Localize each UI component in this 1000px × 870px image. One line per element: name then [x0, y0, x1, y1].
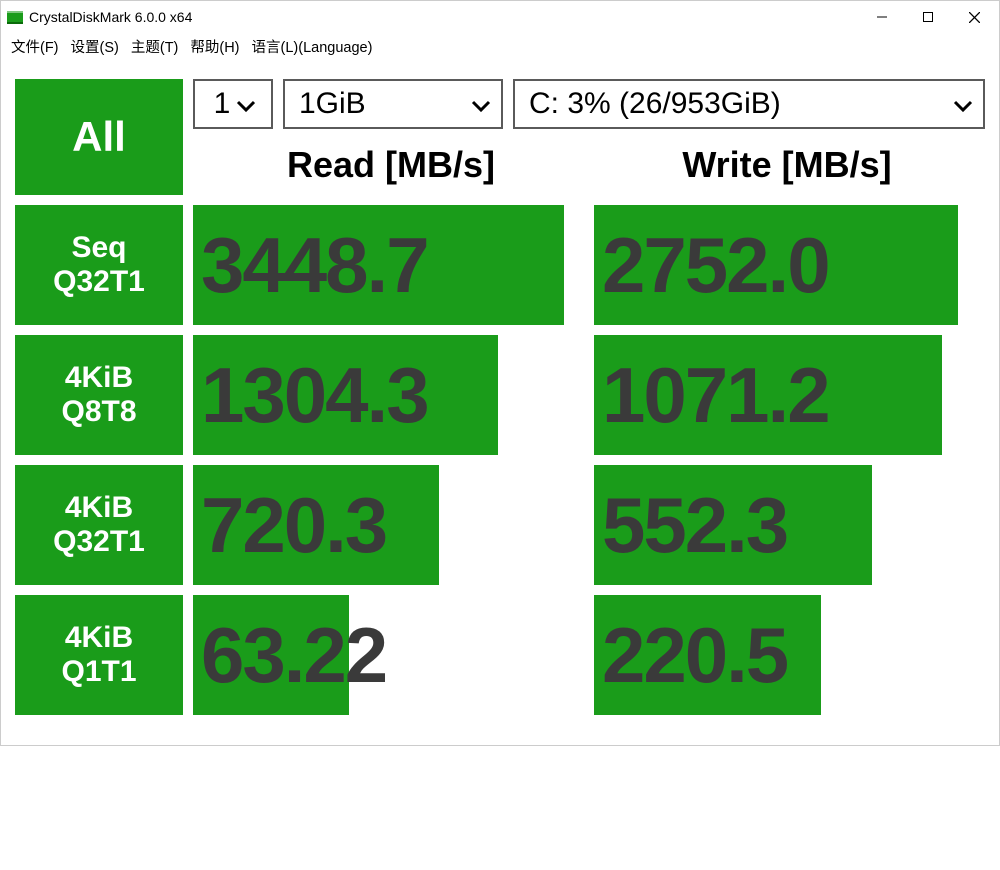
selectors-row: 1 1GiB C: 3% (26/953GiB) — [193, 79, 985, 129]
test-label-line1: 4KiB — [65, 621, 133, 656]
write-value: 220.5 — [594, 595, 985, 715]
size-value: 1GiB — [299, 87, 366, 121]
result-row: 4KiBQ1T163.22220.5 — [15, 595, 985, 715]
chevron-down-icon — [953, 87, 973, 121]
read-value: 1304.3 — [193, 335, 584, 455]
test-label-line2: Q32T1 — [53, 265, 145, 300]
write-value: 552.3 — [594, 465, 985, 585]
result-row: 4KiBQ32T1720.3552.3 — [15, 465, 985, 585]
all-button[interactable]: All — [15, 79, 183, 195]
content-area: All 1 1GiB — [1, 63, 999, 745]
app-icon — [7, 9, 23, 25]
test-button[interactable]: 4KiBQ1T1 — [15, 595, 183, 715]
close-button[interactable] — [951, 1, 997, 33]
results-rows: SeqQ32T13448.72752.04KiBQ8T81304.31071.2… — [15, 205, 985, 715]
menu-settings[interactable]: 设置(S) — [71, 36, 119, 57]
test-label-line2: Q8T8 — [61, 395, 136, 430]
column-headers: Read [MB/s] Write [MB/s] — [193, 129, 985, 195]
menu-help[interactable]: 帮助(H) — [190, 36, 239, 57]
test-button[interactable]: 4KiBQ32T1 — [15, 465, 183, 585]
chevron-down-icon — [471, 87, 491, 121]
top-row: All 1 1GiB — [15, 79, 985, 195]
test-label-line1: 4KiB — [65, 491, 133, 526]
write-value: 2752.0 — [594, 205, 985, 325]
menu-theme[interactable]: 主题(T) — [131, 36, 179, 57]
read-value: 3448.7 — [193, 205, 584, 325]
selectors-headers: 1 1GiB C: 3% (26/953GiB) — [193, 79, 985, 195]
read-cell: 3448.7 — [193, 205, 584, 325]
write-cell: 1071.2 — [594, 335, 985, 455]
app-window: CrystalDiskMark 6.0.0 x64 文件(F) 设置(S) 主题… — [0, 0, 1000, 746]
result-row: 4KiBQ8T81304.31071.2 — [15, 335, 985, 455]
window-controls — [859, 1, 997, 33]
menu-file[interactable]: 文件(F) — [11, 36, 59, 57]
window-title: CrystalDiskMark 6.0.0 x64 — [29, 9, 859, 25]
runs-select[interactable]: 1 — [193, 79, 273, 129]
size-select[interactable]: 1GiB — [283, 79, 503, 129]
test-label-line1: Seq — [71, 231, 126, 266]
write-cell: 2752.0 — [594, 205, 985, 325]
drive-select[interactable]: C: 3% (26/953GiB) — [513, 79, 985, 129]
test-button[interactable]: 4KiBQ8T8 — [15, 335, 183, 455]
minimize-button[interactable] — [859, 1, 905, 33]
test-label-line1: 4KiB — [65, 361, 133, 396]
drive-value: C: 3% (26/953GiB) — [529, 87, 781, 121]
write-value: 1071.2 — [594, 335, 985, 455]
read-cell: 63.22 — [193, 595, 584, 715]
titlebar[interactable]: CrystalDiskMark 6.0.0 x64 — [1, 1, 999, 33]
test-label-line2: Q1T1 — [61, 655, 136, 690]
test-label-line2: Q32T1 — [53, 525, 145, 560]
read-cell: 1304.3 — [193, 335, 584, 455]
menubar: 文件(F) 设置(S) 主题(T) 帮助(H) 语言(L)(Language) — [1, 33, 999, 63]
result-row: SeqQ32T13448.72752.0 — [15, 205, 985, 325]
write-cell: 552.3 — [594, 465, 985, 585]
menu-language[interactable]: 语言(L)(Language) — [252, 36, 373, 57]
read-value: 63.22 — [193, 595, 584, 715]
test-button[interactable]: SeqQ32T1 — [15, 205, 183, 325]
write-cell: 220.5 — [594, 595, 985, 715]
write-header: Write [MB/s] — [589, 144, 985, 186]
read-cell: 720.3 — [193, 465, 584, 585]
chevron-down-icon — [236, 87, 256, 121]
read-header: Read [MB/s] — [193, 144, 589, 186]
runs-value: 1 — [214, 87, 231, 121]
read-value: 720.3 — [193, 465, 584, 585]
maximize-button[interactable] — [905, 1, 951, 33]
